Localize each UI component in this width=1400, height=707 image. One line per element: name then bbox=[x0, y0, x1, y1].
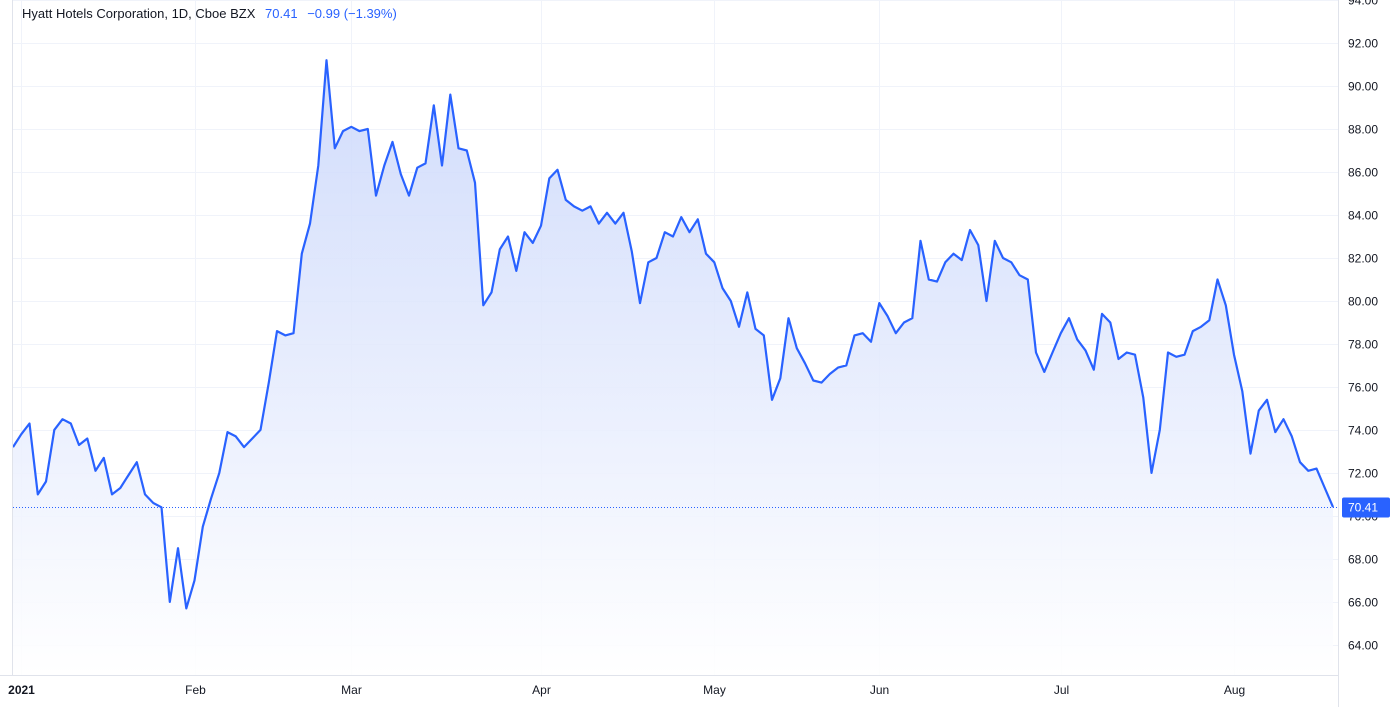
legend-change: −0.99 (−1.39%) bbox=[307, 6, 397, 21]
y-tick-label: 86.00 bbox=[1348, 166, 1378, 180]
x-tick-label: May bbox=[703, 683, 726, 697]
y-tick-label: 92.00 bbox=[1348, 37, 1378, 51]
y-tick-label: 64.00 bbox=[1348, 639, 1378, 653]
legend-symbol: Hyatt Hotels Corporation, 1D, Cboe BZX bbox=[22, 6, 256, 21]
y-tick-label: 80.00 bbox=[1348, 295, 1378, 309]
last-price-label-bg bbox=[1342, 497, 1390, 518]
y-tick-label: 76.00 bbox=[1348, 381, 1378, 395]
y-tick-label: 78.00 bbox=[1348, 338, 1378, 352]
chart-legend: Hyatt Hotels Corporation, 1D, Cboe BZX 7… bbox=[22, 6, 397, 21]
x-tick-label: Jul bbox=[1054, 683, 1069, 697]
last-price-label-text: 70.41 bbox=[1348, 501, 1378, 515]
price-line bbox=[12, 59, 1335, 610]
time-axis[interactable]: 2021 Feb Mar Apr May Jun Jul Aug bbox=[8, 683, 1245, 697]
y-tick-label: 66.00 bbox=[1348, 596, 1378, 610]
y-tick-label: 94.00 bbox=[1348, 0, 1378, 8]
y-tick-label: 74.00 bbox=[1348, 424, 1378, 438]
x-tick-label: Aug bbox=[1224, 683, 1245, 697]
y-tick-label: 88.00 bbox=[1348, 123, 1378, 137]
price-axis[interactable]: 64.0066.0068.0070.0072.0074.0076.0078.00… bbox=[1348, 0, 1378, 653]
x-tick-label: Mar bbox=[341, 683, 362, 697]
area-fill bbox=[13, 60, 1333, 675]
y-tick-label: 72.00 bbox=[1348, 467, 1378, 481]
x-tick-label: 2021 bbox=[8, 683, 35, 697]
x-tick-label: Jun bbox=[870, 683, 889, 697]
y-tick-label: 68.00 bbox=[1348, 553, 1378, 567]
y-tick-label: 84.00 bbox=[1348, 209, 1378, 223]
last-price-label: 70.41 bbox=[1342, 497, 1390, 518]
y-tick-label: 82.00 bbox=[1348, 252, 1378, 266]
x-tick-label: Apr bbox=[532, 683, 551, 697]
y-tick-label: 90.00 bbox=[1348, 80, 1378, 94]
legend-last-price: 70.41 bbox=[265, 6, 298, 21]
x-tick-label: Feb bbox=[185, 683, 206, 697]
